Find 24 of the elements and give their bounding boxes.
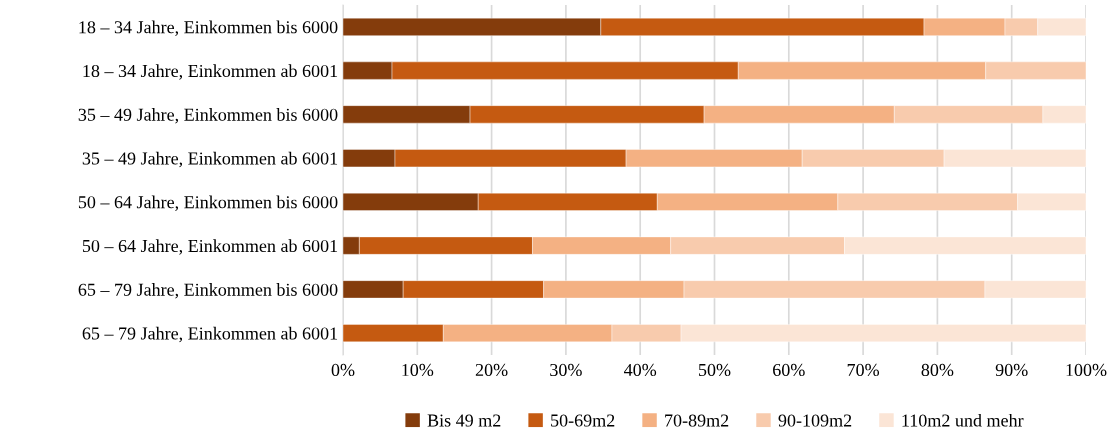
legend-label: 50-69m2: [551, 414, 615, 427]
x-tick-label: 100%: [1066, 363, 1107, 377]
x-tick-label: 70%: [847, 363, 880, 377]
y-tick-label: 35 – 49 Jahre, Einkommen ab 6001: [82, 151, 338, 168]
x-tick-label: 40%: [624, 363, 657, 377]
x-tick-label: 90%: [995, 363, 1028, 377]
y-tick-label: 35 – 49 Jahre, Einkommen bis 6000: [78, 108, 338, 124]
x-tick-label: 80%: [921, 363, 954, 377]
legend-label: 110m2 und mehr: [902, 413, 1024, 427]
x-tick-label: 20%: [475, 363, 508, 377]
y-tick-label: 50 – 64 Jahre, Einkommen bis 6000: [78, 195, 338, 211]
x-tick-label: 50%: [699, 363, 731, 377]
y-tick-label: 50 – 64 Jahre, Einkommen ab 6001: [82, 239, 338, 255]
legend-label: 90-109m2: [778, 414, 852, 427]
x-tick-label: 30%: [550, 363, 582, 377]
legend-label: Bis 49 m2: [427, 414, 501, 427]
legend-label: 70-89m2: [665, 414, 729, 427]
x-tick-label: 10%: [402, 363, 434, 377]
y-tick-label: 18 – 34 Jahre, Einkommen bis 6000: [79, 20, 338, 36]
y-tick-label: 18 – 34 Jahre, Einkommen ab 6001: [83, 64, 338, 80]
y-tick-label: 65 – 79 Jahre, Einkommen ab 6001: [82, 326, 338, 343]
x-tick-label: 0%: [331, 363, 355, 377]
y-tick-label: 65 – 79 Jahre, Einkommen bis 6000: [78, 283, 338, 299]
x-tick-label: 60%: [773, 363, 805, 377]
